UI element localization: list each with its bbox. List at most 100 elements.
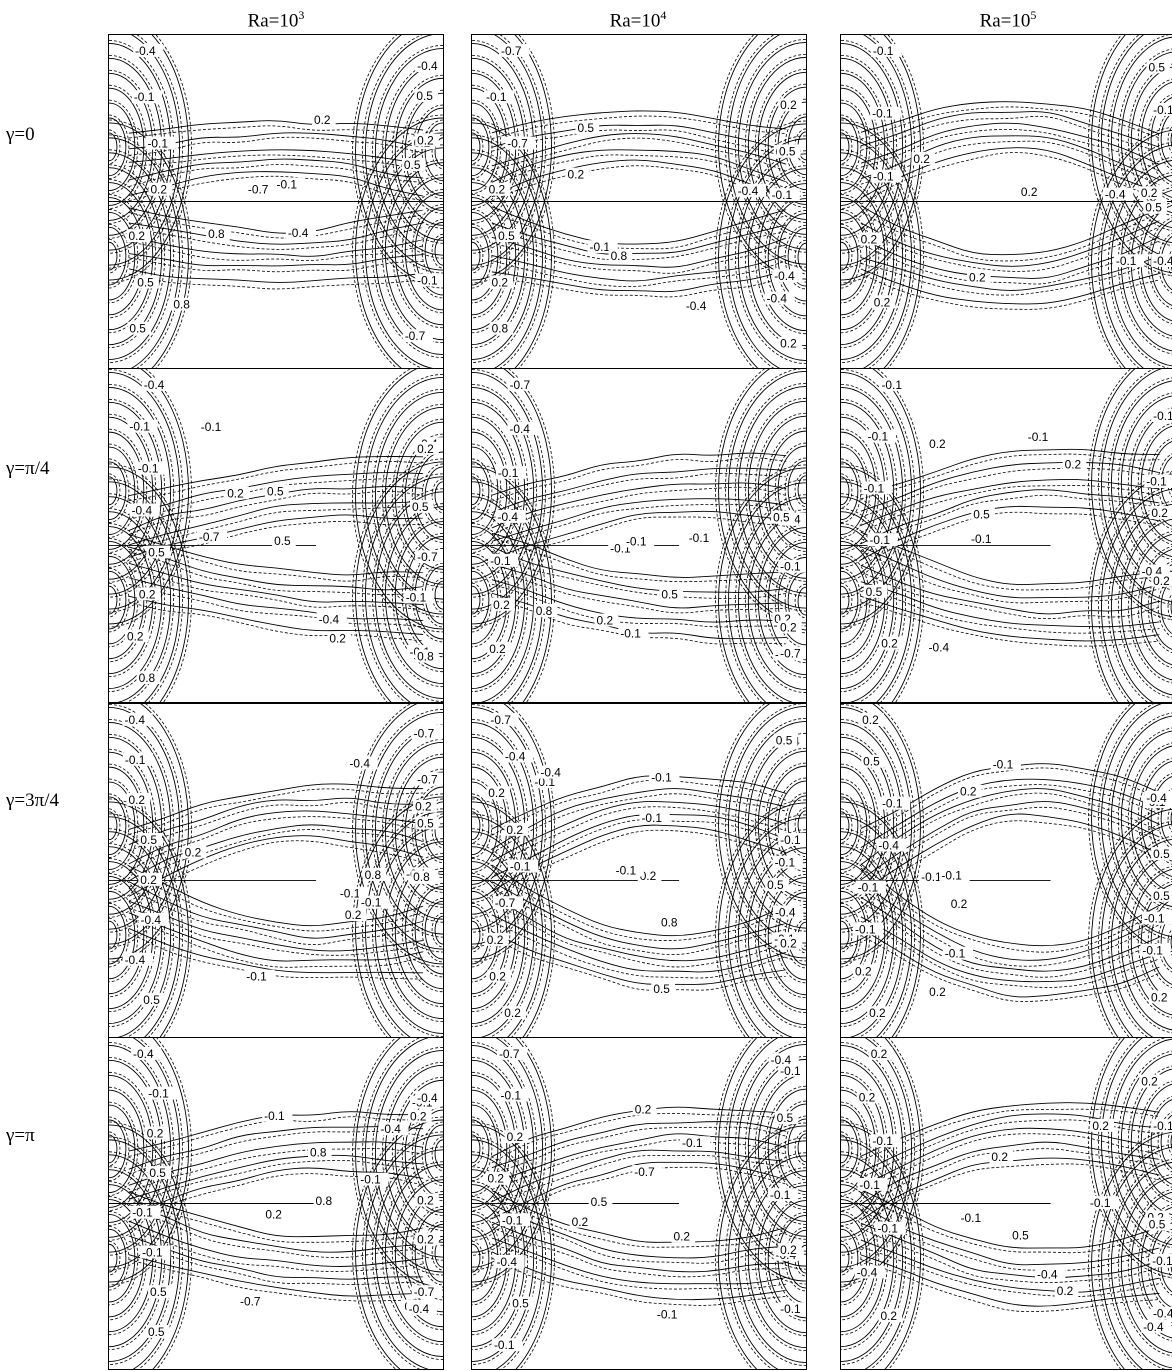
contour-value-label: 0.5 [137,275,154,289]
contour-label-bg [1151,888,1172,902]
contour-label-bg [415,273,443,287]
contour-line-dashed [352,704,443,968]
contour-line-solid [747,168,806,347]
contour-line-dashed [774,777,806,872]
contour-plot: -0.4-0.7-0.4-0.1-0.1-0.1-0.1-0.4-0.7-0.4… [109,369,443,702]
contour-line-solid [491,1161,787,1220]
contour-line-solid [860,778,1160,849]
contour-line-dashed [860,453,1160,500]
contour-value-label: 0.2 [410,1110,427,1124]
contour-label-bg [285,226,317,239]
contour-label-bg [122,712,153,726]
contour-value-label: -0.1 [941,869,962,883]
contour-line-dashed [411,1206,443,1301]
contour-line-solid [841,1074,886,1223]
contour-line-solid [491,1149,787,1203]
row-label-gamma-0: γ=0 [6,124,35,145]
contour-line-solid [860,448,1160,496]
contour-line-solid [365,811,443,1037]
contour-line-dashed [382,59,443,244]
contour-label-bg [487,641,511,655]
contour-line-dashed [109,1225,130,1291]
contour-line-solid [841,1243,850,1273]
contour-line-dashed [1147,561,1172,653]
contour-line-dashed [1167,593,1172,621]
contour-label-bg [651,982,675,996]
contour-line-dashed [841,238,853,274]
contour-line-dashed [860,806,1160,886]
contour-line-dashed [128,539,424,582]
contour-label-bg [262,1108,293,1122]
contour-line-dashed [109,398,166,583]
contour-line-dashed [109,873,148,998]
contour-line-solid [128,881,424,939]
contour-line-solid [128,912,424,962]
contour-line-dashed [764,195,806,320]
contour-line-solid [472,401,526,580]
contour-line-solid [109,152,172,360]
contour-line-dashed [411,204,443,299]
contour-line-dashed [128,257,424,273]
contour-line-dashed [725,814,806,1037]
contour-line-dashed [382,403,443,588]
contour-value-label: -0.4 [417,1091,438,1105]
contour-label-bg [778,620,802,634]
contour-value-label: 0.8 [661,915,678,929]
contour-value-label: -0.1 [961,1211,982,1225]
contour-value-label: -0.1 [882,797,903,811]
contour-label-bg [857,1177,888,1191]
contour-line-solid [718,1038,806,1282]
contour-line-solid [434,236,443,266]
contour-label-bg [1010,1228,1034,1242]
contour-line-dashed [472,443,502,538]
contour-line-solid [1091,1038,1172,1276]
contour-label-bg [327,631,352,645]
contour-line-solid [1170,1134,1172,1150]
contour-line-dashed [472,478,546,702]
contour-line-solid [1091,704,1172,953]
contour-line-solid [841,197,877,316]
contour-value-label: -0.4 [857,1265,878,1279]
contour-line-dashed [841,828,906,1037]
contour-line-dashed [472,1131,484,1167]
column-title-ra1e5: Ra=105 [908,8,1108,32]
contour-line-dashed [352,1038,443,1291]
contour-line-dashed [1098,141,1172,368]
contour-line-dashed [860,820,1160,899]
contour-line-solid [1111,36,1172,244]
contour-line-dashed [794,807,806,843]
contour-line-dashed [491,260,787,287]
contour-label-bg [575,121,600,135]
contour-line-solid [109,1038,189,1283]
contour-line-solid [109,1074,154,1223]
contour-plot: -0.4 -0.7 -0.4 -0.1 -0.1 -0.1 -0.1 -0.4 -0.7 0.2 0… [109,35,443,368]
contour-value-label: -0.7 [490,713,511,727]
contour-value-label: 0.2 [869,1006,886,1020]
contour-line-solid [472,721,535,930]
contour-label-bg [125,629,149,643]
contour-line-solid [841,152,904,360]
contour-line-dashed [421,119,443,185]
contour-line-solid [841,585,850,615]
contour-line-dashed [841,35,924,284]
contour-line-dashed [401,433,443,558]
contour-label-bg [773,733,798,747]
contour-line-solid [434,481,443,511]
contour-label-bg [127,419,158,433]
contour-line-solid [1101,144,1172,368]
contour-value-label: 0.2 [597,613,614,627]
contour-line-dashed [1127,865,1172,1019]
contour-line-dashed [841,538,880,663]
contour-line-dashed [491,779,787,836]
contour-line-dashed [401,1091,443,1216]
contour-value-label: -0.4 [775,905,796,919]
contour-label-bg [130,1205,161,1219]
contour-line-solid [1101,35,1172,259]
contour-label-bg [415,59,443,73]
contour-line-solid [841,401,895,580]
contour-line-solid [384,62,443,241]
contour-line-dashed [109,179,157,334]
contour-value-label: 0.2 [506,823,523,837]
contour-line-dashed [491,583,787,628]
contour-value-label: 0.5 [267,485,284,499]
